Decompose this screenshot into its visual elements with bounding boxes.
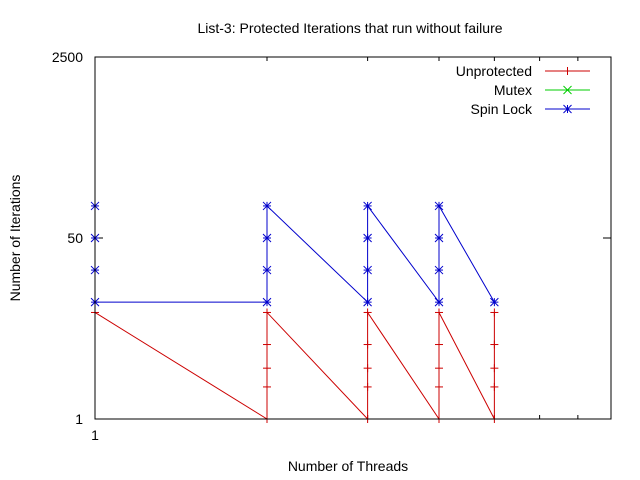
data-point — [435, 364, 443, 373]
data-point — [490, 382, 499, 391]
data-point — [363, 382, 372, 391]
plot-area — [90, 201, 499, 423]
data-point — [363, 340, 372, 349]
chart-title: List-3: Protected Iterations that run wi… — [197, 20, 502, 36]
data-point — [263, 308, 271, 317]
legend-label: Mutex — [494, 82, 532, 98]
legend: Unprotected Mutex Spin Lock — [456, 63, 590, 117]
data-point — [435, 340, 443, 349]
series-unprotected — [91, 308, 499, 423]
plot-frame — [94, 56, 612, 420]
data-point — [262, 201, 272, 211]
data-point — [490, 308, 499, 317]
x-axis-label: Number of Threads — [288, 458, 408, 474]
legend-item: Spin Lock — [471, 101, 590, 117]
series-line — [94, 310, 495, 421]
series-spin-lock — [90, 201, 499, 307]
data-point — [363, 233, 372, 243]
legend-label: Unprotected — [456, 63, 532, 79]
y-tick-label: 2500 — [52, 49, 83, 65]
legend-label: Spin Lock — [471, 101, 533, 117]
y-tick-label: 50 — [67, 230, 83, 246]
data-point — [434, 265, 444, 275]
y-axis-label: Number of Iterations — [7, 175, 23, 302]
data-point — [363, 201, 372, 211]
data-point — [363, 265, 372, 275]
series-line — [94, 204, 495, 304]
data-point — [434, 201, 444, 211]
legend-marker — [563, 104, 572, 114]
data-point — [263, 364, 271, 373]
legend-item: Unprotected — [456, 63, 590, 79]
data-point — [363, 364, 372, 373]
data-point — [262, 297, 272, 307]
data-point — [490, 297, 499, 307]
data-point — [490, 340, 499, 349]
data-point — [434, 233, 444, 243]
data-point — [262, 265, 272, 275]
data-point — [262, 233, 272, 243]
data-point — [363, 308, 372, 317]
data-point — [263, 340, 271, 349]
data-point — [363, 297, 372, 307]
legend-marker — [563, 67, 572, 75]
y-tick-label: 1 — [75, 411, 83, 427]
data-point — [490, 364, 499, 373]
x-tick-label: 1 — [91, 427, 99, 443]
data-point — [435, 308, 443, 317]
legend-marker — [563, 85, 572, 95]
data-point — [263, 382, 271, 391]
data-point — [434, 297, 444, 307]
legend-item: Mutex — [494, 82, 590, 98]
data-point — [435, 382, 443, 391]
